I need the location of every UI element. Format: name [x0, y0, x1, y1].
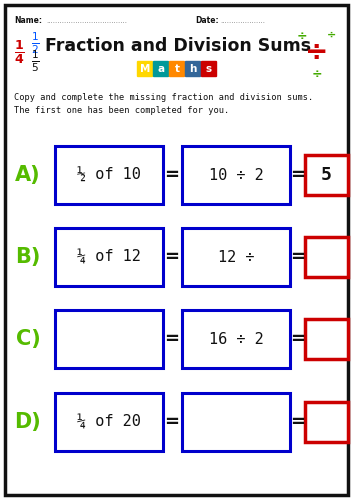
- Bar: [305, 319, 348, 359]
- Bar: [182, 146, 290, 204]
- FancyBboxPatch shape: [153, 61, 169, 77]
- Text: s: s: [206, 64, 212, 74]
- Text: Copy and complete the missing fraction and division sums.: Copy and complete the missing fraction a…: [14, 93, 313, 102]
- Text: $\frac{1}{5}$: $\frac{1}{5}$: [31, 48, 40, 74]
- Text: Fraction and Division Sums: Fraction and Division Sums: [45, 37, 311, 55]
- Text: =: =: [164, 248, 179, 266]
- Text: Name:: Name:: [14, 16, 42, 25]
- Text: Date:: Date:: [195, 16, 219, 25]
- Bar: [55, 146, 163, 204]
- Text: 5: 5: [321, 166, 332, 184]
- Text: =: =: [164, 166, 179, 184]
- FancyBboxPatch shape: [169, 61, 185, 77]
- Bar: [305, 155, 348, 195]
- Bar: [182, 228, 290, 286]
- Text: $\mathbf{\frac{1}{4}}$: $\mathbf{\frac{1}{4}}$: [14, 38, 25, 66]
- Bar: [55, 310, 163, 368]
- Text: ½ of 10: ½ of 10: [77, 168, 141, 182]
- Text: =: =: [291, 413, 305, 431]
- Bar: [55, 393, 163, 451]
- Text: ¼ of 20: ¼ of 20: [77, 414, 141, 430]
- Text: B): B): [15, 247, 41, 267]
- Text: D): D): [14, 412, 41, 432]
- Text: =: =: [291, 330, 305, 348]
- Text: ....................: ....................: [220, 18, 265, 24]
- Text: a: a: [157, 64, 164, 74]
- Text: =: =: [291, 248, 305, 266]
- Text: h: h: [189, 64, 197, 74]
- Text: t: t: [174, 64, 179, 74]
- Text: 12 ÷: 12 ÷: [218, 250, 254, 264]
- Text: =: =: [164, 413, 179, 431]
- Text: 10 ÷ 2: 10 ÷ 2: [209, 168, 263, 182]
- Text: C): C): [16, 329, 40, 349]
- Text: ÷: ÷: [305, 38, 329, 66]
- Bar: [182, 393, 290, 451]
- Bar: [182, 310, 290, 368]
- Text: A): A): [15, 165, 41, 185]
- Text: ÷: ÷: [312, 68, 322, 81]
- Text: M: M: [140, 64, 150, 74]
- Text: The first one has been completed for you.: The first one has been completed for you…: [14, 106, 229, 115]
- FancyBboxPatch shape: [137, 61, 153, 77]
- Text: ....................................: ....................................: [46, 18, 127, 24]
- Bar: [55, 228, 163, 286]
- Bar: [305, 402, 348, 442]
- Text: =: =: [291, 166, 305, 184]
- Text: 16 ÷ 2: 16 ÷ 2: [209, 332, 263, 346]
- FancyBboxPatch shape: [201, 61, 217, 77]
- FancyBboxPatch shape: [185, 61, 201, 77]
- Text: ÷: ÷: [327, 30, 337, 40]
- Text: =: =: [164, 330, 179, 348]
- Text: ÷: ÷: [297, 30, 307, 43]
- Bar: [305, 237, 348, 277]
- Text: ¼ of 12: ¼ of 12: [77, 250, 141, 264]
- Text: $\frac{1}{2}$: $\frac{1}{2}$: [31, 30, 40, 56]
